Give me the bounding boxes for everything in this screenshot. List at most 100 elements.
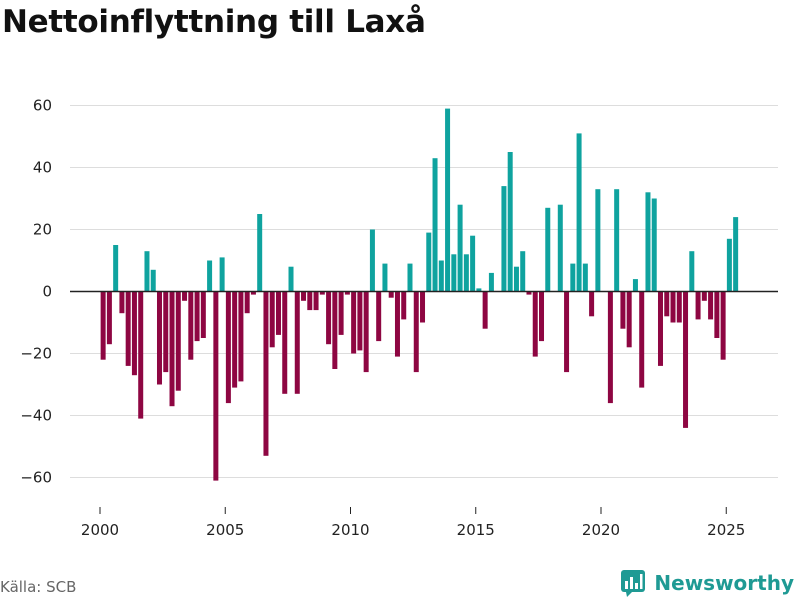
bar	[733, 217, 739, 292]
bar	[689, 251, 695, 292]
bar	[125, 291, 131, 366]
bar	[106, 291, 112, 345]
y-tick-label: 60	[33, 97, 52, 115]
bar	[614, 189, 620, 292]
bar	[564, 291, 570, 373]
x-tick-label: 2020	[582, 521, 620, 539]
bar	[232, 291, 238, 388]
bar	[376, 291, 382, 342]
bar	[313, 291, 319, 311]
bar	[620, 291, 626, 329]
bar	[520, 251, 526, 292]
bar	[250, 291, 256, 295]
bar	[470, 235, 476, 292]
bar	[294, 291, 300, 394]
bar	[188, 291, 194, 360]
bar	[213, 291, 219, 481]
bar	[344, 291, 350, 295]
bar	[557, 204, 563, 292]
bar	[664, 291, 670, 317]
bar	[432, 158, 438, 292]
bar	[501, 186, 507, 292]
bar	[451, 254, 457, 292]
y-tick-label: −40	[20, 407, 52, 425]
x-tick-label: 2025	[707, 521, 745, 539]
bar	[595, 189, 601, 292]
bar	[369, 229, 375, 292]
bar	[131, 291, 137, 376]
bar	[225, 291, 231, 404]
newsworthy-logo[interactable]: Newsworthy	[620, 569, 794, 597]
bar	[269, 291, 275, 348]
bar	[338, 291, 344, 335]
bar	[319, 291, 325, 295]
gridlines	[70, 105, 778, 478]
bar	[645, 192, 651, 292]
bar	[657, 291, 663, 366]
bar	[607, 291, 613, 404]
bar	[363, 291, 369, 373]
bar	[714, 291, 720, 338]
bar	[488, 272, 494, 292]
bar	[138, 291, 144, 419]
bar	[357, 291, 363, 351]
bar	[351, 291, 357, 354]
bar	[482, 291, 488, 329]
x-tick-label: 2000	[81, 521, 119, 539]
bar	[219, 257, 225, 292]
bar	[426, 232, 432, 292]
bar	[532, 291, 538, 357]
bar	[388, 291, 394, 298]
y-tick-label: 20	[33, 221, 52, 239]
bar	[570, 263, 576, 292]
bar	[639, 291, 645, 388]
bar	[695, 291, 701, 320]
bar	[476, 288, 482, 292]
bar	[582, 263, 588, 292]
bar	[413, 291, 419, 373]
bar	[513, 266, 519, 292]
source-credit: Källa: SCB	[0, 578, 77, 596]
bar	[420, 291, 426, 323]
x-axis: 2000 2005 2010 2015 2020 2025	[81, 507, 745, 539]
bar	[445, 108, 451, 292]
bar	[626, 291, 632, 348]
bar	[632, 279, 638, 292]
y-tick-label: −60	[20, 469, 52, 487]
x-tick-label: 2010	[331, 521, 369, 539]
bar	[200, 291, 206, 338]
bar	[407, 263, 413, 292]
bar	[332, 291, 338, 369]
bar	[438, 260, 444, 292]
bar	[651, 198, 657, 292]
newsworthy-logo-icon	[621, 570, 646, 597]
bar	[288, 266, 294, 292]
bar	[113, 245, 119, 292]
bar	[119, 291, 125, 314]
bar	[457, 204, 463, 292]
bar	[194, 291, 200, 342]
bar	[275, 291, 281, 335]
bar	[182, 291, 188, 301]
bar	[144, 251, 150, 292]
bar	[207, 260, 213, 292]
bar	[589, 291, 595, 317]
bar	[382, 263, 388, 292]
bar	[545, 207, 551, 292]
bar	[169, 291, 175, 407]
x-tick-label: 2005	[206, 521, 244, 539]
y-tick-label: −20	[20, 345, 52, 363]
bar	[708, 291, 714, 320]
bar	[238, 291, 244, 382]
bar	[257, 214, 263, 292]
y-tick-label: 40	[33, 159, 52, 177]
bar	[463, 254, 469, 292]
chart-title: Nettoinflyttning till Laxå	[2, 4, 426, 40]
bar	[526, 291, 532, 295]
bar	[726, 238, 732, 292]
x-tick-label: 2015	[457, 521, 495, 539]
bars	[100, 108, 739, 481]
bar	[156, 291, 162, 385]
bar	[282, 291, 288, 394]
